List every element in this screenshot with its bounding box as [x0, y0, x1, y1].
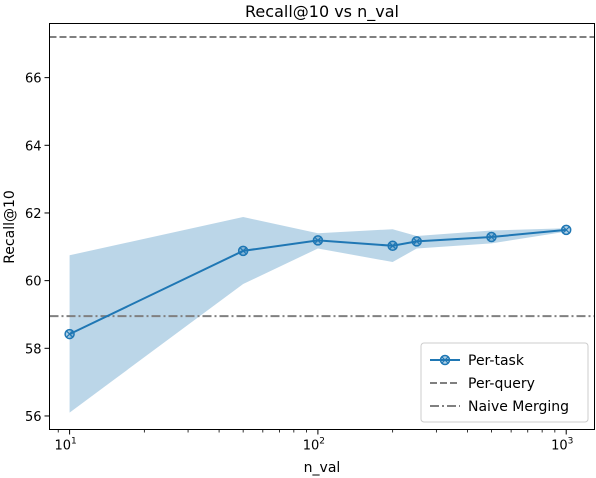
legend: Per-task Per-query Naive Merging — [420, 342, 589, 423]
x-axis-label: n_val — [304, 460, 341, 476]
legend-marker-per-task — [439, 354, 451, 366]
legend-box — [420, 342, 589, 423]
x-tick-label: 101 — [54, 437, 76, 454]
data-point — [64, 328, 75, 340]
x-tick-exponent: 1 — [71, 437, 77, 447]
data-point — [486, 231, 497, 243]
legend-label-per-query: Per-query — [468, 376, 535, 392]
y-tick-label: 60 — [25, 275, 42, 290]
y-tick-label: 58 — [25, 342, 42, 357]
confidence-band — [69, 217, 567, 413]
legend-label-naive-merging: Naive Merging — [468, 399, 569, 415]
x-tick-label: 102 — [303, 437, 325, 454]
chart-title: Recall@10 vs n_val — [245, 2, 399, 22]
y-axis-label: Recall@10 — [2, 190, 18, 264]
y-tick-label: 56 — [25, 410, 42, 425]
legend-label-per-task: Per-task — [468, 353, 525, 369]
y-tick-label: 66 — [25, 72, 42, 87]
data-point — [312, 235, 324, 246]
x-tick-exponent: 3 — [568, 437, 574, 447]
plot-frame — [49, 23, 595, 430]
data-point — [387, 240, 398, 252]
data-point — [560, 224, 572, 236]
y-tick-label: 62 — [25, 207, 42, 222]
data-point — [411, 236, 422, 247]
x-tick-exponent: 2 — [319, 437, 325, 447]
data-point — [237, 245, 249, 257]
x-tick-label: 103 — [551, 437, 573, 454]
y-tick-label: 64 — [25, 139, 42, 154]
